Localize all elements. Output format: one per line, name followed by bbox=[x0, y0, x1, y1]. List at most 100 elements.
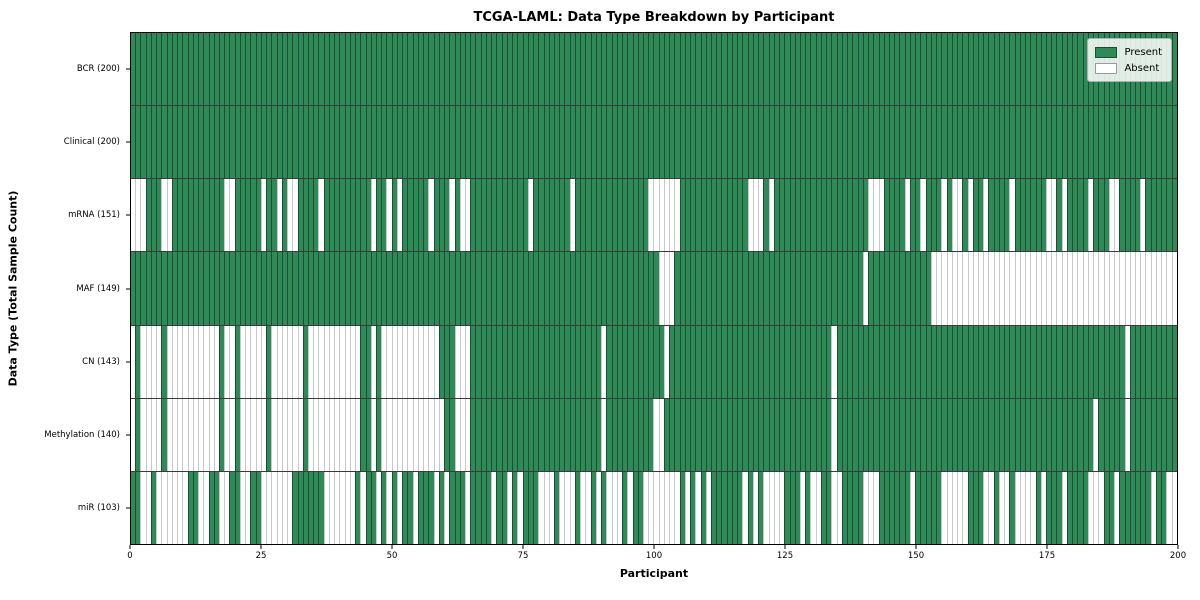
heatmap-cell bbox=[601, 325, 607, 398]
heatmap-cell bbox=[1150, 252, 1156, 325]
heatmap-cell bbox=[213, 325, 219, 398]
heatmap-cell bbox=[438, 106, 445, 179]
heatmap-cell bbox=[721, 398, 727, 471]
heatmap-cell bbox=[1114, 398, 1120, 471]
heatmap-cell bbox=[396, 106, 403, 179]
heatmap-cell bbox=[951, 106, 958, 179]
heatmap-cell bbox=[904, 398, 910, 471]
heatmap-cell bbox=[323, 398, 329, 471]
heatmap-cell bbox=[234, 325, 240, 398]
heatmap-cell bbox=[433, 325, 439, 398]
heatmap-cell bbox=[538, 179, 544, 252]
legend-label-present: Present bbox=[1124, 46, 1162, 58]
heatmap-cell bbox=[140, 179, 146, 252]
heatmap-cell bbox=[281, 325, 288, 398]
heatmap-cell bbox=[690, 398, 696, 471]
y-tick-label: BCR (200) bbox=[76, 63, 120, 74]
heatmap-cell bbox=[391, 252, 397, 325]
heatmap-cell bbox=[936, 179, 942, 252]
heatmap-cell bbox=[1051, 471, 1057, 544]
heatmap-cell bbox=[349, 179, 356, 252]
heatmap-cell bbox=[433, 179, 439, 252]
heatmap-cell bbox=[888, 398, 895, 471]
heatmap-cell bbox=[1035, 179, 1041, 252]
heatmap-cell bbox=[156, 398, 162, 471]
heatmap-cell bbox=[198, 33, 204, 106]
heatmap-cell bbox=[245, 33, 251, 106]
heatmap-cell bbox=[585, 325, 591, 398]
heatmap-cell bbox=[637, 33, 643, 106]
heatmap-cell bbox=[810, 33, 816, 106]
heatmap-cell bbox=[1030, 33, 1036, 106]
heatmap-cell bbox=[674, 325, 680, 398]
heatmap-cell bbox=[402, 398, 408, 471]
heatmap-cell bbox=[1140, 398, 1146, 471]
heatmap-cell bbox=[888, 179, 895, 252]
heatmap-cell bbox=[281, 106, 288, 179]
heatmap-cell bbox=[616, 106, 623, 179]
heatmap-cell bbox=[758, 325, 764, 398]
absent-swatch bbox=[1095, 62, 1118, 74]
heatmap-cell bbox=[1025, 325, 1031, 398]
heatmap-cell bbox=[998, 252, 1005, 325]
legend-item-absent: Absent bbox=[1095, 60, 1162, 76]
heatmap-cell bbox=[1030, 252, 1036, 325]
heatmap-cell bbox=[224, 398, 230, 471]
heatmap-cell bbox=[171, 252, 178, 325]
heatmap-cell bbox=[276, 106, 282, 179]
heatmap-cell bbox=[883, 33, 889, 106]
heatmap-cell bbox=[569, 106, 575, 179]
heatmap-cell bbox=[287, 179, 293, 252]
heatmap-cell bbox=[642, 471, 649, 544]
heatmap-cell bbox=[674, 252, 680, 325]
heatmap-cell bbox=[616, 252, 623, 325]
heatmap-cell bbox=[909, 106, 916, 179]
heatmap-cell bbox=[1129, 325, 1135, 398]
heatmap-cell bbox=[339, 325, 345, 398]
heatmap-cell bbox=[564, 471, 570, 544]
heatmap-cell bbox=[726, 325, 732, 398]
heatmap-cell bbox=[339, 106, 345, 179]
y-tick-mark bbox=[126, 361, 130, 363]
heatmap-cell bbox=[360, 398, 366, 471]
heatmap-cell bbox=[349, 398, 356, 471]
heatmap-cell bbox=[396, 471, 403, 544]
heatmap-cell bbox=[983, 252, 989, 325]
heatmap-cell bbox=[1040, 471, 1047, 544]
heatmap-cell bbox=[292, 252, 298, 325]
heatmap-cell bbox=[1150, 179, 1156, 252]
heatmap-cell bbox=[1072, 398, 1078, 471]
heatmap-cell bbox=[266, 33, 272, 106]
heatmap-cell bbox=[564, 106, 570, 179]
heatmap-cell bbox=[904, 33, 910, 106]
heatmap-cell bbox=[831, 325, 837, 398]
heatmap-cell bbox=[318, 325, 324, 398]
heatmap-cell bbox=[899, 325, 905, 398]
heatmap-cell bbox=[742, 398, 748, 471]
heatmap-cell bbox=[538, 252, 544, 325]
heatmap-cell bbox=[140, 252, 146, 325]
heatmap-cell bbox=[1019, 325, 1026, 398]
heatmap-cell bbox=[255, 471, 261, 544]
heatmap-cell bbox=[841, 471, 848, 544]
heatmap-cell bbox=[1009, 33, 1015, 106]
heatmap-cell bbox=[977, 252, 984, 325]
heatmap-cell bbox=[658, 252, 664, 325]
heatmap-cell bbox=[292, 106, 298, 179]
heatmap-cell bbox=[407, 325, 413, 398]
heatmap-cell bbox=[208, 471, 214, 544]
heatmap-cell bbox=[967, 179, 973, 252]
heatmap-cell bbox=[904, 179, 910, 252]
heatmap-cell bbox=[1025, 252, 1031, 325]
heatmap-cell bbox=[281, 179, 288, 252]
heatmap-cell bbox=[475, 325, 481, 398]
y-tick-mark bbox=[126, 434, 130, 436]
heatmap-cell bbox=[485, 33, 492, 106]
heatmap-cell bbox=[847, 179, 853, 252]
heatmap-cell bbox=[836, 33, 842, 106]
heatmap-cell bbox=[255, 33, 261, 106]
heatmap-cell bbox=[611, 33, 617, 106]
heatmap-cell bbox=[234, 398, 240, 471]
heatmap-cell bbox=[1040, 398, 1047, 471]
heatmap-cell bbox=[894, 325, 900, 398]
